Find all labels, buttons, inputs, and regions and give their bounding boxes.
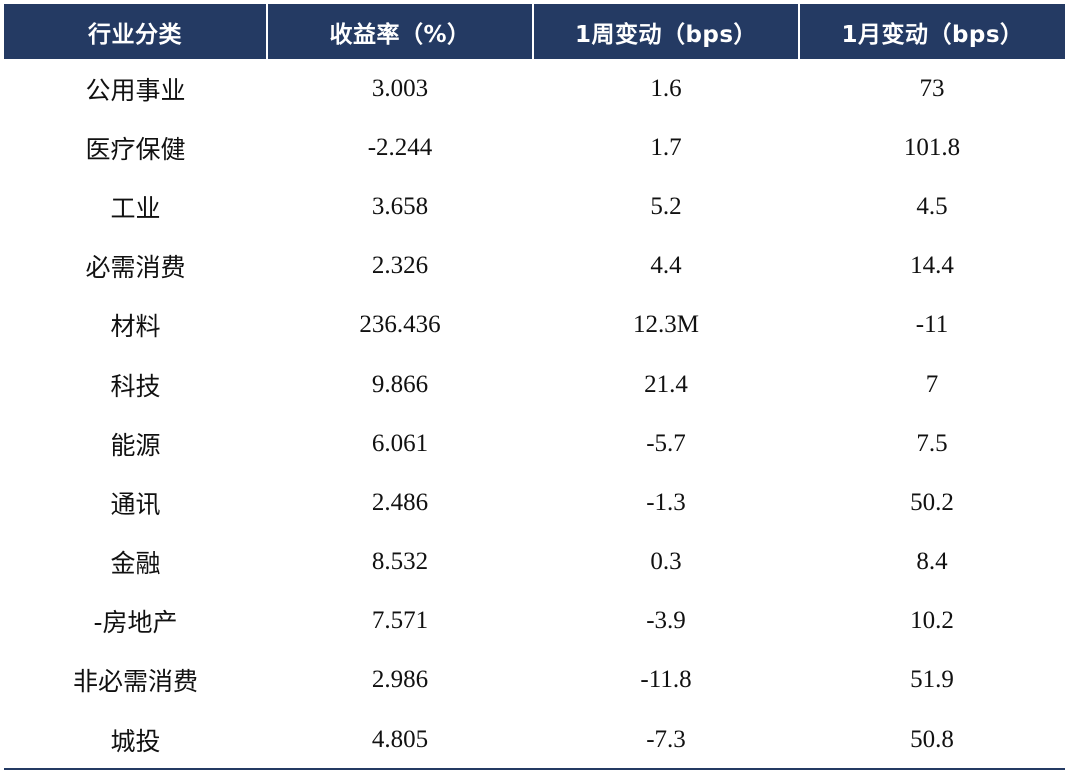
sector-cell: 通讯 xyxy=(110,489,161,519)
sector-cell: 科技 xyxy=(110,371,161,401)
header-sector: 行业分类 xyxy=(4,4,267,59)
yield-cell: 2.986 xyxy=(371,666,429,694)
table-header: 行业分类 收益率（%） 1周变动（bps） 1月变动（bps） xyxy=(4,4,1065,59)
sector-cell: 能源 xyxy=(110,430,161,460)
table-body: 公用事业 3.003 1.6 73 医疗保健 -2.244 1.7 101.8 … xyxy=(4,59,1065,769)
week-change-cell: 4.4 xyxy=(650,252,682,280)
table-row: -房地产 7.571 -3.9 10.2 xyxy=(4,592,1065,651)
week-change-cell: -1.3 xyxy=(646,488,686,516)
week-change-cell: -5.7 xyxy=(646,429,686,457)
month-change-cell: 50.2 xyxy=(910,488,954,516)
table-row: 工业 3.658 5.2 4.5 xyxy=(4,177,1065,236)
month-change-cell: 10.2 xyxy=(910,607,954,635)
table-row: 能源 6.061 -5.7 7.5 xyxy=(4,414,1065,473)
table-row: 必需消费 2.326 4.4 14.4 xyxy=(4,237,1065,296)
month-change-cell: 7.5 xyxy=(916,429,948,457)
week-change-cell: -11.8 xyxy=(640,666,692,694)
yield-cell: 8.532 xyxy=(371,548,429,576)
table-row: 医疗保健 -2.244 1.7 101.8 xyxy=(4,118,1065,177)
month-change-cell: 51.9 xyxy=(910,666,954,694)
sector-cell: 医疗保健 xyxy=(85,134,186,164)
sector-yield-table: 行业分类 收益率（%） 1周变动（bps） 1月变动（bps） 公用事业 3.0… xyxy=(4,4,1065,769)
sector-cell: 工业 xyxy=(110,193,161,223)
yield-cell: 4.805 xyxy=(371,725,429,753)
month-change-cell: 101.8 xyxy=(903,133,961,161)
yield-cell: 2.486 xyxy=(371,488,429,516)
table-row: 材料 236.436 12.3M -11 xyxy=(4,296,1065,355)
header-yield: 收益率（%） xyxy=(266,4,533,59)
table-row: 金融 8.532 0.3 8.4 xyxy=(4,533,1065,592)
sector-cell: 非必需消费 xyxy=(72,667,198,697)
week-change-cell: 0.3 xyxy=(650,548,682,576)
table-row: 公用事业 3.003 1.6 73 xyxy=(4,59,1065,118)
table-row: 非必需消费 2.986 -11.8 51.9 xyxy=(4,651,1065,710)
yield-cell: 6.061 xyxy=(371,429,429,457)
sector-cell: 必需消费 xyxy=(85,253,186,283)
sector-cell: -房地产 xyxy=(93,608,178,638)
sector-cell: 城投 xyxy=(110,726,161,756)
week-change-cell: 5.2 xyxy=(650,192,682,220)
month-change-cell: 7 xyxy=(925,370,939,398)
week-change-cell: 12.3M xyxy=(633,311,699,339)
month-change-cell: 14.4 xyxy=(910,252,954,280)
yield-cell: 7.571 xyxy=(371,607,429,635)
sector-cell: 金融 xyxy=(110,549,161,579)
yield-cell: 2.326 xyxy=(371,252,429,280)
yield-cell: 9.866 xyxy=(371,370,429,398)
sector-yield-table-container: 行业分类 收益率（%） 1周变动（bps） 1月变动（bps） 公用事业 3.0… xyxy=(4,4,1065,769)
table-row: 城投 4.805 -7.3 50.8 xyxy=(4,710,1065,769)
header-1m-change: 1月变动（bps） xyxy=(798,4,1065,59)
yield-cell: 3.003 xyxy=(371,74,429,102)
month-change-cell: 73 xyxy=(919,74,945,102)
month-change-cell: 8.4 xyxy=(916,548,948,576)
week-change-cell: 21.4 xyxy=(644,370,688,398)
week-change-cell: -3.9 xyxy=(646,607,686,635)
header-row: 行业分类 收益率（%） 1周变动（bps） 1月变动（bps） xyxy=(4,4,1065,59)
table-row: 通讯 2.486 -1.3 50.2 xyxy=(4,473,1065,532)
yield-cell: 3.658 xyxy=(371,192,429,220)
month-change-cell: 4.5 xyxy=(916,192,948,220)
week-change-cell: 1.7 xyxy=(650,133,682,161)
header-1w-change: 1周变动（bps） xyxy=(532,4,799,59)
month-change-cell: 50.8 xyxy=(910,725,954,753)
yield-cell: -2.244 xyxy=(367,133,433,161)
month-change-cell: -11 xyxy=(915,311,949,339)
yield-cell: 236.436 xyxy=(359,311,441,339)
sector-cell: 公用事业 xyxy=(85,75,186,105)
table-bottom-rule xyxy=(4,768,1065,770)
week-change-cell: 1.6 xyxy=(650,74,682,102)
table-row: 科技 9.866 21.4 7 xyxy=(4,355,1065,414)
sector-cell: 材料 xyxy=(110,312,161,342)
week-change-cell: -7.3 xyxy=(646,725,686,753)
